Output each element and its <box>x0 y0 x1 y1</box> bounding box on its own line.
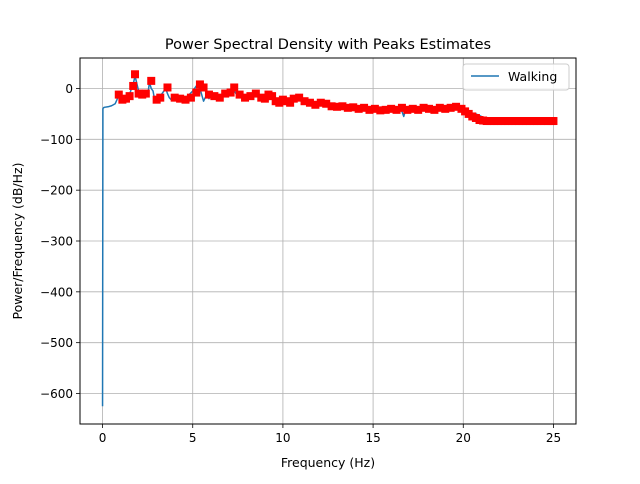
peak-marker <box>349 103 358 112</box>
peak-marker <box>295 93 304 102</box>
legend-label-walking: Walking <box>508 69 557 84</box>
peak-marker <box>360 103 369 112</box>
peak-marker <box>131 70 140 79</box>
peak-marker <box>226 88 235 97</box>
peak-marker <box>370 104 379 113</box>
peak-marker <box>114 90 123 99</box>
peak-marker <box>251 89 260 98</box>
peak-marker <box>186 93 195 102</box>
peak-marker <box>286 98 295 107</box>
y-tick-label: −300 <box>40 235 73 249</box>
peak-marker <box>125 92 134 101</box>
peak-marker <box>181 95 190 104</box>
peak-marker <box>333 102 342 111</box>
peak-marker <box>289 94 298 103</box>
peak-marker <box>316 98 325 107</box>
y-tick-label: −200 <box>40 184 73 198</box>
peak-marker <box>392 105 401 114</box>
peak-marker <box>199 83 208 92</box>
peak-marker <box>397 103 406 112</box>
plot-series <box>101 70 558 407</box>
ticks: 0 5 10 15 20 25 0 −100 −200 −300 −400 −500 −600 <box>40 82 561 445</box>
x-axis-label: Frequency (Hz) <box>281 455 375 470</box>
peak-marker <box>419 103 428 112</box>
peak-marker <box>141 89 150 98</box>
peak-marker <box>441 104 450 113</box>
peak-marker <box>176 94 185 103</box>
peak-marker <box>376 106 385 115</box>
peak-marker <box>311 100 320 109</box>
peak-marker <box>235 90 244 99</box>
peak-marker <box>343 103 352 112</box>
peak-marker <box>425 104 433 113</box>
y-tick-label: −600 <box>40 387 73 401</box>
peak-marker <box>446 103 455 112</box>
x-tick-label: 10 <box>275 431 290 445</box>
peak-marker <box>147 76 156 85</box>
x-tick-label: 15 <box>365 431 380 445</box>
y-tick-label: 0 <box>65 82 73 96</box>
y-axis-label: Power/Frequency (dB/Hz) <box>10 163 25 320</box>
y-tick-label: −100 <box>40 133 73 147</box>
peak-marker <box>549 117 558 126</box>
x-tick-label: 20 <box>456 431 471 445</box>
peak-marker <box>215 93 224 102</box>
peak-marker <box>192 88 201 97</box>
peak-marker <box>129 81 138 90</box>
peak-marker <box>163 83 172 92</box>
peak-marker <box>300 97 309 106</box>
legend: Walking <box>462 63 570 91</box>
peak-marker <box>230 83 239 92</box>
peak-marker <box>260 94 269 103</box>
x-tick-label: 25 <box>546 431 561 445</box>
peak-marker <box>268 92 277 101</box>
y-tick-label: −400 <box>40 285 73 299</box>
peak-marker <box>322 99 331 108</box>
x-tick-label: 0 <box>99 431 107 445</box>
peak-marker <box>381 105 390 114</box>
peak-marker <box>365 105 374 114</box>
grid <box>80 58 576 424</box>
peak-marker <box>387 104 396 113</box>
peak-marker <box>435 103 444 112</box>
peak-marker <box>170 93 179 102</box>
peak-marker <box>204 90 213 99</box>
peak-marker <box>305 98 314 107</box>
peak-marker <box>403 105 412 114</box>
legend-box <box>462 63 570 91</box>
peak-marker <box>210 92 219 101</box>
peak-marker <box>221 89 230 98</box>
peak-marker <box>452 102 461 111</box>
x-tick-label: 5 <box>189 431 197 445</box>
peak-marker <box>241 93 250 102</box>
peak-marker <box>414 105 423 114</box>
y-tick-label: −500 <box>40 336 73 350</box>
peak-marker <box>354 104 363 113</box>
peak-marker <box>430 105 439 114</box>
peak-marker <box>156 93 165 102</box>
peak-marker <box>408 104 417 113</box>
peak-marker <box>246 92 255 101</box>
peak-marker <box>327 102 336 111</box>
chart-title: Power Spectral Density with Peaks Estima… <box>165 37 491 53</box>
peak-marker <box>338 102 347 111</box>
